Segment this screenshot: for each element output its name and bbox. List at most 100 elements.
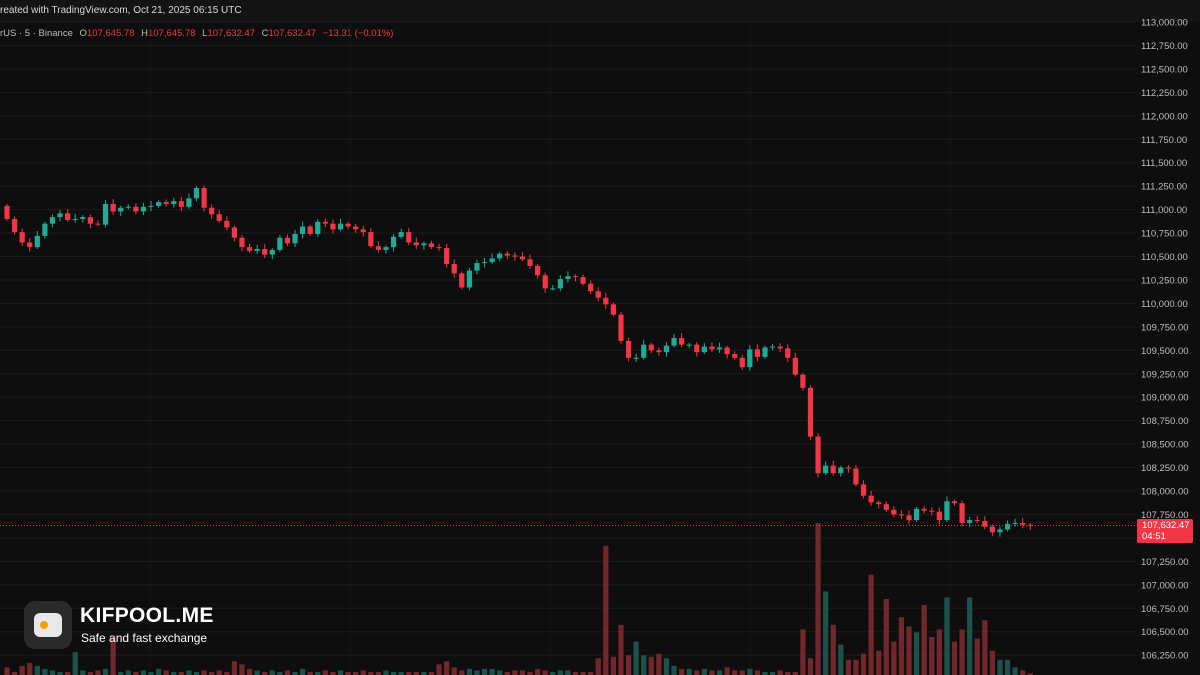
volume-bar	[459, 670, 465, 675]
price-tick-label: 108,000.00	[1141, 487, 1189, 498]
volume-bar	[807, 658, 814, 675]
candle-body	[1012, 522, 1018, 524]
volume-bar	[747, 668, 753, 675]
volume-bar	[11, 671, 18, 675]
candle-body	[201, 188, 207, 208]
candle-body	[792, 357, 798, 375]
volume-bar	[891, 641, 897, 675]
volume-bar	[663, 658, 670, 675]
price-tick-label: 111,000.00	[1141, 205, 1187, 216]
volume-bar	[118, 671, 124, 675]
price-axis: 113,000.00 112,750.00 112,500.00 112,250.00…	[1141, 18, 1189, 662]
price-tick-label: 106,250.00	[1141, 651, 1189, 662]
candles	[4, 185, 1033, 537]
candle-body	[65, 213, 71, 220]
volume-bar	[421, 671, 427, 675]
volume-bar	[413, 671, 419, 675]
candle-body	[823, 465, 829, 474]
low-value: 107,632.47	[207, 28, 255, 39]
volume-bar	[34, 665, 40, 675]
volume-bar	[193, 671, 200, 675]
volume-bar	[588, 671, 594, 675]
volume-bar	[239, 664, 245, 675]
candle-body	[716, 347, 723, 350]
price-tick-label: 107,000.00	[1141, 580, 1189, 591]
candle-body	[807, 387, 814, 437]
candle-body	[997, 529, 1003, 533]
candle-body	[785, 348, 791, 358]
candle-body	[860, 484, 867, 496]
candle-body	[519, 256, 526, 260]
close-label: C	[261, 28, 269, 39]
volume-bar	[72, 652, 78, 675]
candle-body	[315, 221, 321, 234]
candle-body	[186, 198, 192, 207]
volume-bar	[1012, 667, 1018, 675]
volume-bar	[262, 671, 268, 675]
volume-bar	[254, 670, 260, 675]
candle-body	[800, 374, 806, 388]
candle-body	[466, 270, 472, 288]
volume-bar	[769, 671, 776, 675]
volume-bar	[156, 668, 162, 675]
candle-body	[307, 226, 313, 234]
candle-body	[610, 304, 616, 315]
volume-bar	[679, 668, 685, 675]
candle-body	[679, 338, 685, 345]
volume-bar	[739, 670, 745, 675]
volume-bar	[398, 671, 404, 675]
symbol-label: rUS · 5 · Binance	[0, 28, 73, 39]
candle-body	[838, 467, 844, 474]
volume-bar	[360, 670, 366, 675]
volume-bar	[209, 671, 215, 675]
candle-body	[42, 223, 48, 236]
candle-body	[739, 357, 745, 368]
volume-bar	[648, 656, 654, 675]
candle-body	[284, 237, 291, 244]
candle-body	[648, 344, 654, 351]
volume-bar	[815, 523, 821, 675]
candle-body	[830, 465, 836, 474]
volume-bar	[390, 671, 397, 675]
candle-body	[883, 504, 889, 510]
price-tick-label: 112,000.00	[1141, 111, 1188, 122]
candle-body	[891, 509, 897, 515]
volume-bar	[709, 670, 715, 675]
volume-bar	[845, 659, 851, 675]
close-value: 107,632.47	[268, 28, 317, 39]
volume-bar	[777, 670, 783, 675]
candle-body	[398, 232, 404, 237]
candle-body	[777, 346, 783, 349]
candle-body	[474, 263, 480, 271]
volume-bar	[292, 671, 298, 675]
candle-body	[641, 344, 647, 358]
volume-bar	[580, 671, 586, 675]
candle-body	[906, 515, 912, 521]
candle-body	[929, 510, 935, 512]
volume-bar	[163, 670, 169, 675]
volume-bar	[512, 670, 518, 675]
volume-bar	[345, 671, 351, 675]
volume-bar	[231, 661, 237, 675]
volume-bar	[504, 671, 510, 675]
ohlc-legend: rUS · 5 · Binance O107,645.78 H107,645.7…	[0, 28, 393, 39]
candle-body	[337, 223, 344, 230]
candle-body	[231, 227, 237, 238]
volume-bar	[641, 655, 647, 675]
volume-bar	[595, 658, 601, 675]
volume-bar	[406, 671, 412, 675]
candle-body	[428, 243, 435, 248]
volume-bar	[618, 624, 624, 675]
candle-body	[95, 223, 101, 225]
created-with-label: reated with TradingView.com, Oct 21, 202…	[0, 5, 242, 16]
price-tick-label: 109,000.00	[1141, 393, 1189, 404]
price-tick-label: 111,750.00	[1141, 135, 1187, 146]
candle-body	[269, 249, 275, 255]
candle-body	[110, 203, 116, 212]
volume-bar	[519, 670, 526, 675]
candle-body	[49, 217, 56, 224]
price-tick-label: 112,250.00	[1141, 88, 1188, 99]
candle-body	[876, 502, 882, 505]
price-tick-label: 111,500.00	[1141, 158, 1187, 169]
